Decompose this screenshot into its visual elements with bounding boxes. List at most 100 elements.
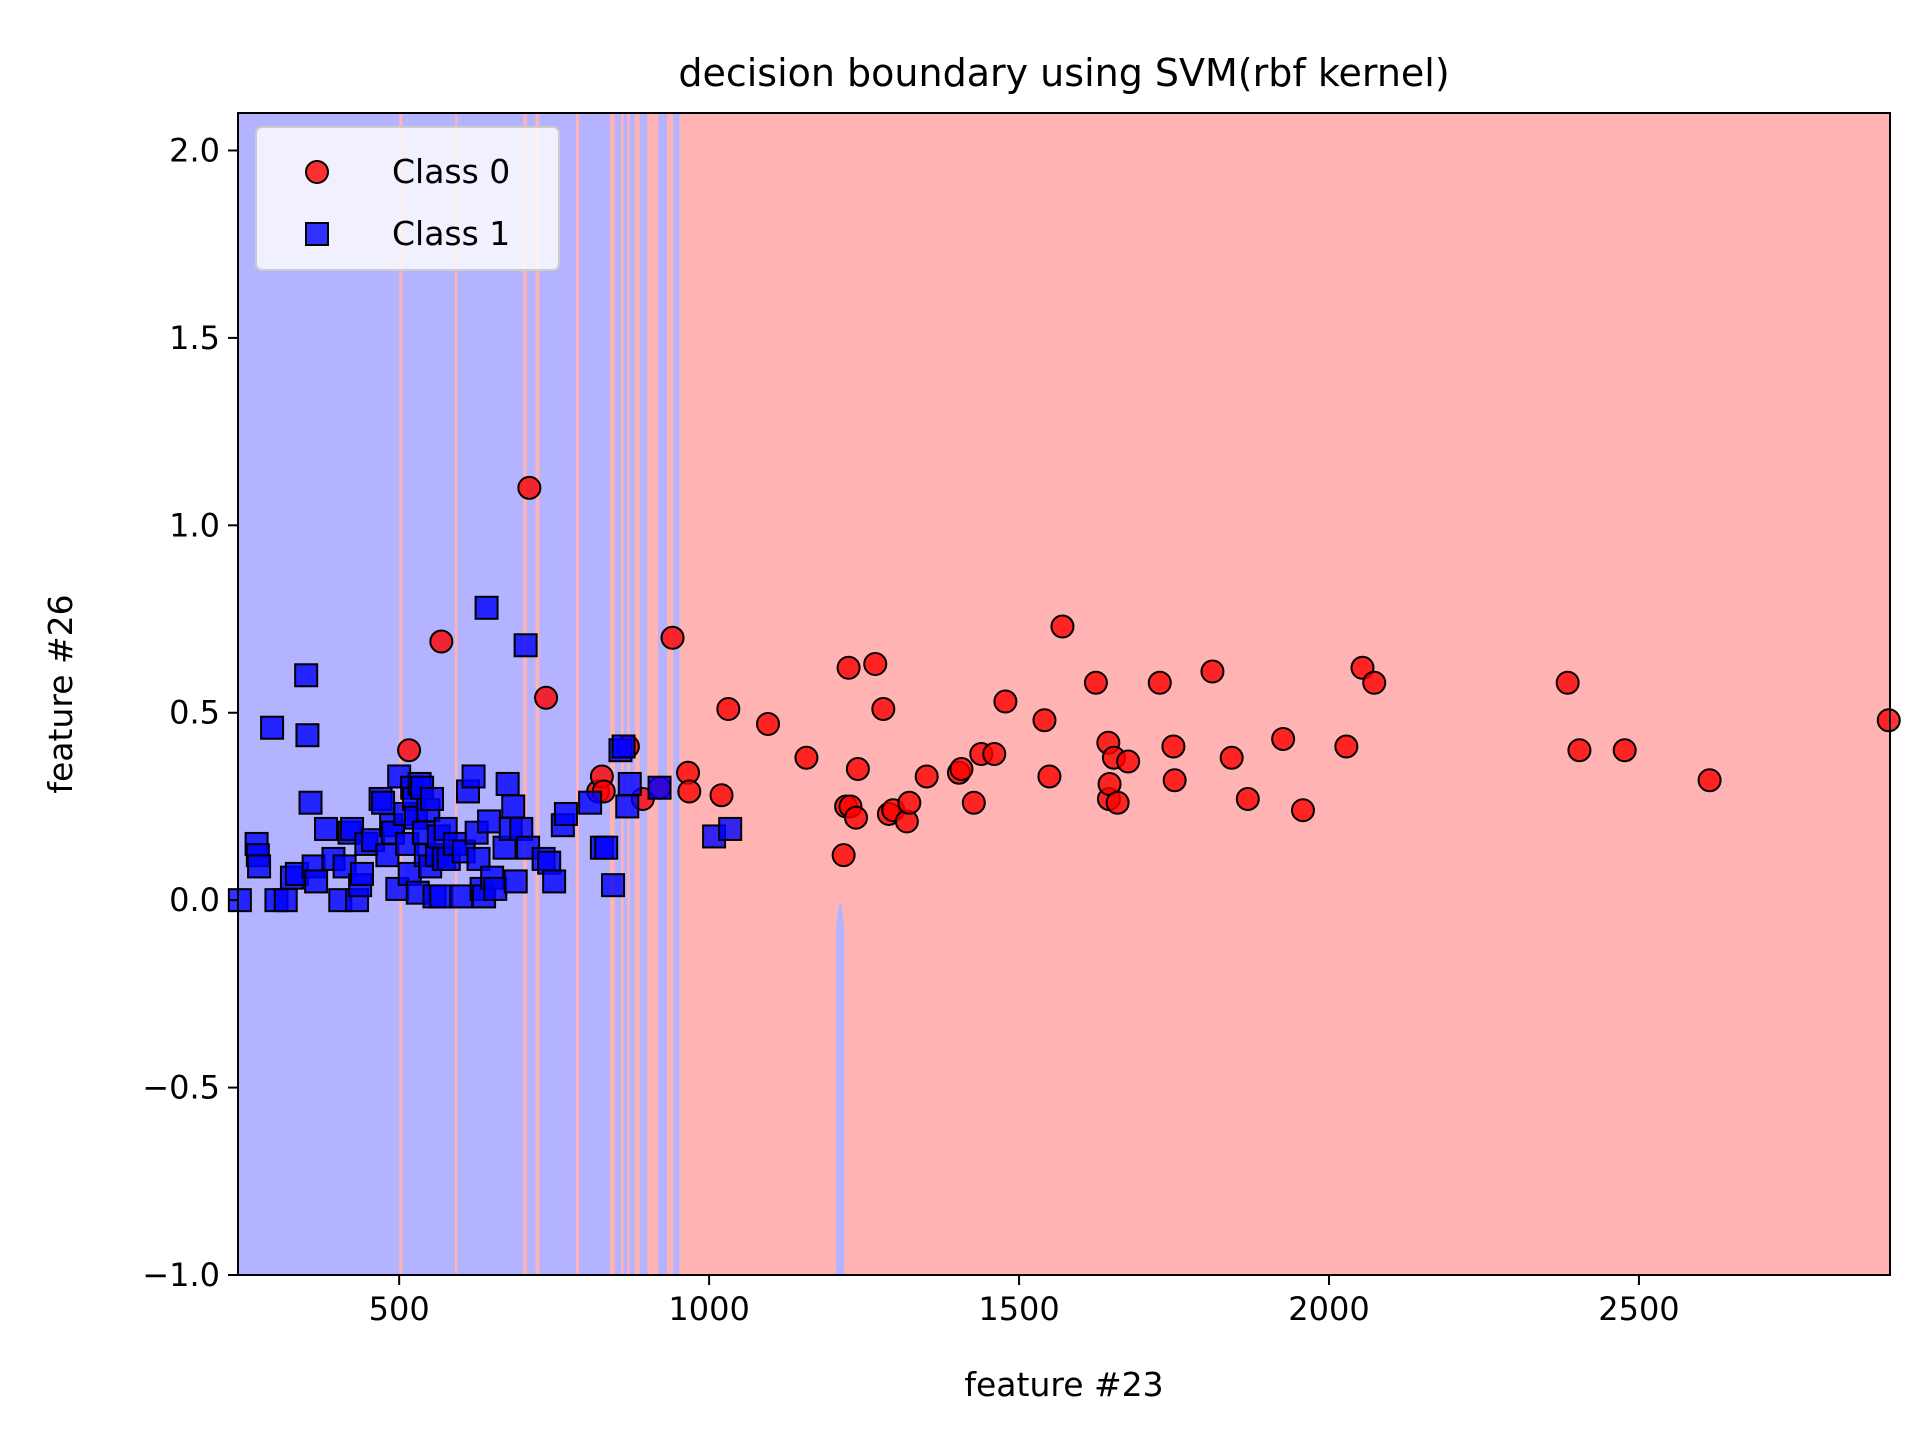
data-point-class-0 <box>914 764 939 789</box>
data-point-class-1 <box>503 869 528 894</box>
y-tick-label: 0.0 <box>169 881 220 919</box>
data-point-class-1 <box>247 854 272 879</box>
data-point-class-0 <box>1116 749 1141 774</box>
region-class-1-spike <box>836 902 845 1275</box>
region-class-1-band <box>658 113 667 1275</box>
y-tick-label: −0.5 <box>142 1069 220 1107</box>
legend-box <box>255 126 560 271</box>
data-point-class-0 <box>871 696 896 721</box>
legend-marker-class-0 <box>305 160 329 184</box>
data-point-class-1 <box>349 861 374 886</box>
data-point-class-1 <box>513 633 538 658</box>
plot-frame <box>237 112 1891 1276</box>
data-point-class-0 <box>897 790 922 815</box>
region-class-1-band <box>578 113 610 1275</box>
data-point-class-0 <box>517 475 542 500</box>
data-point-class-0 <box>993 689 1018 714</box>
data-point-class-0 <box>961 790 986 815</box>
data-point-class-1 <box>594 835 619 860</box>
chart-title: decision boundary using SVM(rbf kernel) <box>678 51 1449 95</box>
data-point-class-1 <box>542 869 567 894</box>
data-point-class-0 <box>1612 738 1637 763</box>
region-class-0-stripe <box>523 113 527 1275</box>
data-points <box>227 475 1901 913</box>
y-tick-label: 1.5 <box>169 319 220 357</box>
x-tick-label: 2500 <box>1598 1290 1679 1328</box>
data-point-class-0 <box>863 652 888 677</box>
data-point-class-1 <box>304 869 329 894</box>
y-axis-label: feature #26 <box>41 594 80 793</box>
data-point-class-1 <box>273 888 298 913</box>
y-tick-label: 2.0 <box>169 131 220 169</box>
data-point-class-0 <box>844 805 869 830</box>
data-point-class-1 <box>611 734 636 759</box>
data-point-class-1 <box>314 816 339 841</box>
data-point-class-0 <box>429 629 454 654</box>
y-axis-ticks: −1.0 −0.5 0.0 0.5 1.0 1.5 2.0 <box>142 131 238 1294</box>
data-point-class-0 <box>716 696 741 721</box>
data-point-class-0 <box>836 655 861 680</box>
region-class-1-band <box>623 113 628 1275</box>
x-axis-ticks: 500 1000 1500 2000 2500 <box>369 1275 1680 1328</box>
data-point-class-0 <box>831 843 856 868</box>
data-point-class-0 <box>677 779 702 804</box>
legend: Class 0 Class 1 <box>255 126 560 271</box>
legend-label-class-0: Class 0 <box>392 152 510 191</box>
data-point-class-1 <box>461 764 486 789</box>
data-point-class-0 <box>1032 708 1057 733</box>
data-point-class-0 <box>1083 670 1108 695</box>
data-point-class-1 <box>718 816 743 841</box>
data-point-class-1 <box>294 663 319 688</box>
data-point-class-1 <box>260 715 285 740</box>
y-tick-label: 0.5 <box>169 694 220 732</box>
data-point-class-0 <box>1235 786 1260 811</box>
data-point-class-1 <box>298 790 323 815</box>
data-point-class-0 <box>660 625 685 650</box>
data-point-class-1 <box>474 595 499 620</box>
data-point-class-0 <box>1876 708 1901 733</box>
data-point-class-0 <box>1362 670 1387 695</box>
decision-regions <box>238 113 1890 1275</box>
data-point-class-0 <box>1219 745 1244 770</box>
region-class-1-band <box>614 113 622 1275</box>
data-point-class-0 <box>845 756 870 781</box>
data-point-class-1 <box>601 873 626 898</box>
y-tick-label: 1.0 <box>169 506 220 544</box>
data-point-class-0 <box>1567 738 1592 763</box>
data-point-class-0 <box>397 738 422 763</box>
data-point-class-1 <box>449 884 474 909</box>
data-point-class-0 <box>1162 768 1187 793</box>
region-class-1-band <box>238 113 576 1275</box>
data-point-class-1 <box>647 775 672 800</box>
data-point-class-1 <box>495 771 520 796</box>
y-tick-label: −1.0 <box>142 1256 220 1294</box>
legend-label-class-1: Class 1 <box>392 214 510 253</box>
x-tick-label: 500 <box>369 1290 430 1328</box>
data-point-class-0 <box>1050 614 1075 639</box>
data-point-class-0 <box>1200 659 1225 684</box>
data-point-class-0 <box>982 741 1007 766</box>
data-point-class-0 <box>1290 798 1315 823</box>
data-point-class-1 <box>429 884 454 909</box>
region-class-0-stripe <box>454 113 458 1275</box>
data-point-class-0 <box>1037 764 1062 789</box>
legend-marker-class-1 <box>305 222 329 246</box>
data-point-class-0 <box>794 745 819 770</box>
data-point-class-1 <box>617 771 642 796</box>
region-class-1-band <box>629 113 635 1275</box>
x-tick-label: 1500 <box>978 1290 1059 1328</box>
region-class-1-band <box>673 113 680 1275</box>
data-point-class-1 <box>420 786 445 811</box>
series-class-0 <box>397 475 1901 868</box>
data-point-class-0 <box>1271 726 1296 751</box>
data-point-class-0 <box>1147 670 1172 695</box>
region-class-1-band <box>639 113 648 1275</box>
data-point-class-0 <box>534 685 559 710</box>
data-point-class-1 <box>375 843 400 868</box>
data-point-class-1 <box>578 790 603 815</box>
data-point-class-0 <box>756 711 781 736</box>
x-tick-label: 1000 <box>668 1290 749 1328</box>
data-point-class-1 <box>483 876 508 901</box>
data-point-class-1 <box>371 790 396 815</box>
